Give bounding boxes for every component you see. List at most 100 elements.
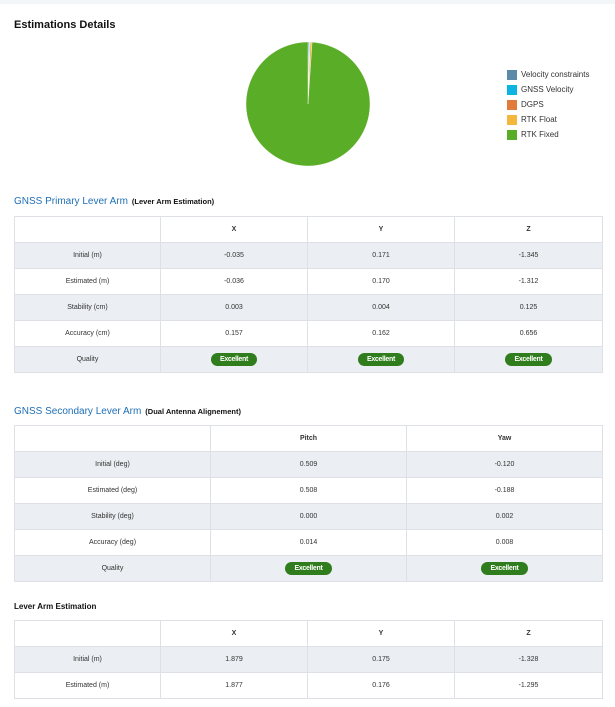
cell-value: -1.345 bbox=[454, 242, 603, 269]
row-label: Estimated (deg) bbox=[14, 477, 211, 504]
row-label: Initial (m) bbox=[14, 242, 161, 269]
quality-row: Quality Excellent Excellent Excellent bbox=[14, 346, 603, 373]
quality-badge: Excellent bbox=[285, 562, 332, 575]
secondary-lever-arm-table: Pitch Yaw Initial (deg) 0.509 -0.120 Estimate… bbox=[14, 425, 603, 582]
quality-cell: Excellent bbox=[454, 346, 603, 373]
primary-section-title: GNSS Primary Lever Arm (Lever Arm Estimat… bbox=[14, 196, 214, 207]
top-band bbox=[0, 0, 615, 4]
lever-arm-estimation-table: X Y Z Initial (m) 1.879 0.175 -1.328 Estimated … bbox=[14, 620, 603, 699]
cell-value: 0.508 bbox=[210, 477, 407, 504]
table-row: Accuracy (deg) 0.014 0.008 bbox=[14, 529, 603, 556]
page-title: Estimations Details bbox=[14, 19, 116, 31]
column-header: Z bbox=[454, 216, 603, 243]
table-row: Accuracy (cm) 0.157 0.162 0.656 bbox=[14, 320, 603, 347]
column-header bbox=[14, 620, 161, 647]
quality-badge: Excellent bbox=[505, 353, 552, 366]
legend-label: Velocity constraints bbox=[521, 70, 590, 79]
legend-swatch bbox=[507, 99, 517, 110]
cell-value: -0.188 bbox=[406, 477, 603, 504]
cell-value: 0.014 bbox=[210, 529, 407, 556]
cell-value: 0.004 bbox=[307, 294, 455, 321]
quality-cell: Excellent bbox=[160, 346, 308, 373]
row-label: Accuracy (cm) bbox=[14, 320, 161, 347]
cell-value: 0.002 bbox=[406, 503, 603, 530]
row-label: Quality bbox=[14, 555, 211, 582]
legend-label: RTK Fixed bbox=[521, 130, 559, 139]
quality-cell: Excellent bbox=[307, 346, 455, 373]
cell-value: 1.877 bbox=[160, 672, 308, 699]
legend-item: Velocity constraints bbox=[507, 67, 589, 82]
legend-label: GNSS Velocity bbox=[521, 85, 574, 94]
legend-item: GNSS Velocity bbox=[507, 82, 589, 97]
cell-value: 0.125 bbox=[454, 294, 603, 321]
cell-value: 0.175 bbox=[307, 646, 455, 673]
cell-value: 0.170 bbox=[307, 268, 455, 295]
cell-value: -1.328 bbox=[454, 646, 603, 673]
table-row: Estimated (m) -0.036 0.170 -1.312 bbox=[14, 268, 603, 295]
column-header: Z bbox=[454, 620, 603, 647]
table-row: Stability (deg) 0.000 0.002 bbox=[14, 503, 603, 530]
legend-label: RTK Float bbox=[521, 115, 557, 124]
legend-swatch bbox=[507, 129, 517, 140]
secondary-title: GNSS Secondary Lever Arm bbox=[14, 406, 142, 417]
cell-value: 0.008 bbox=[406, 529, 603, 556]
row-label: Quality bbox=[14, 346, 161, 373]
row-label: Stability (cm) bbox=[14, 294, 161, 321]
column-header bbox=[14, 216, 161, 243]
secondary-section-title: GNSS Secondary Lever Arm (Dual Antenna Al… bbox=[14, 406, 241, 417]
cell-value: 0.509 bbox=[210, 451, 407, 478]
primary-title: GNSS Primary Lever Arm bbox=[14, 196, 128, 207]
legend-item: DGPS bbox=[507, 97, 589, 112]
column-header: Pitch bbox=[210, 425, 407, 452]
cell-value: 0.157 bbox=[160, 320, 308, 347]
cell-value: 0.656 bbox=[454, 320, 603, 347]
row-label: Accuracy (deg) bbox=[14, 529, 211, 556]
quality-row: Quality Excellent Excellent bbox=[14, 555, 603, 582]
table-row: Estimated (deg) 0.508 -0.188 bbox=[14, 477, 603, 504]
table-row: Stability (cm) 0.003 0.004 0.125 bbox=[14, 294, 603, 321]
primary-subtitle: (Lever Arm Estimation) bbox=[131, 197, 215, 206]
legend-swatch bbox=[507, 69, 517, 80]
pie-chart bbox=[245, 41, 371, 167]
column-header: X bbox=[160, 216, 308, 243]
row-label: Estimated (m) bbox=[14, 268, 161, 295]
column-header: X bbox=[160, 620, 308, 647]
primary-lever-arm-table: X Y Z Initial (m) -0.035 0.171 -1.345 Estimated… bbox=[14, 216, 603, 373]
chart-legend: Velocity constraints GNSS Velocity DGPS RTK… bbox=[507, 67, 589, 142]
legend-item: RTK Float bbox=[507, 112, 589, 127]
cell-value: -1.295 bbox=[454, 672, 603, 699]
table-row: Initial (m) -0.035 0.171 -1.345 bbox=[14, 242, 603, 269]
row-label: Estimated (m) bbox=[14, 672, 161, 699]
quality-cell: Excellent bbox=[406, 555, 603, 582]
table-row: Initial (m) 1.879 0.175 -1.328 bbox=[14, 646, 603, 673]
column-header: Y bbox=[307, 216, 455, 243]
column-header bbox=[14, 425, 211, 452]
column-header: Y bbox=[307, 620, 455, 647]
quality-cell: Excellent bbox=[210, 555, 407, 582]
quality-badge: Excellent bbox=[481, 562, 528, 575]
pie-slice-rtk-fixed bbox=[245, 41, 371, 167]
cell-value: -0.120 bbox=[406, 451, 603, 478]
legend-swatch bbox=[507, 114, 517, 125]
cell-value: 0.000 bbox=[210, 503, 407, 530]
cell-value: 0.003 bbox=[160, 294, 308, 321]
quality-badge: Excellent bbox=[210, 353, 258, 366]
lever-arm-estimation-title: Lever Arm Estimation bbox=[14, 602, 97, 611]
legend-label: DGPS bbox=[521, 100, 544, 109]
secondary-subtitle: (Dual Antenna Alignement) bbox=[145, 407, 241, 416]
cell-value: 0.162 bbox=[307, 320, 455, 347]
header-row: Pitch Yaw bbox=[14, 425, 603, 452]
table-row: Initial (deg) 0.509 -0.120 bbox=[14, 451, 603, 478]
cell-value: 1.879 bbox=[160, 646, 308, 673]
cell-value: -0.035 bbox=[160, 242, 308, 269]
column-header: Yaw bbox=[406, 425, 603, 452]
quality-badge: Excellent bbox=[357, 353, 405, 366]
row-label: Stability (deg) bbox=[14, 503, 211, 530]
row-label: Initial (deg) bbox=[14, 451, 211, 478]
row-label: Initial (m) bbox=[14, 646, 161, 673]
cell-value: 0.171 bbox=[307, 242, 455, 269]
cell-value: -0.036 bbox=[160, 268, 308, 295]
legend-swatch bbox=[507, 84, 517, 95]
